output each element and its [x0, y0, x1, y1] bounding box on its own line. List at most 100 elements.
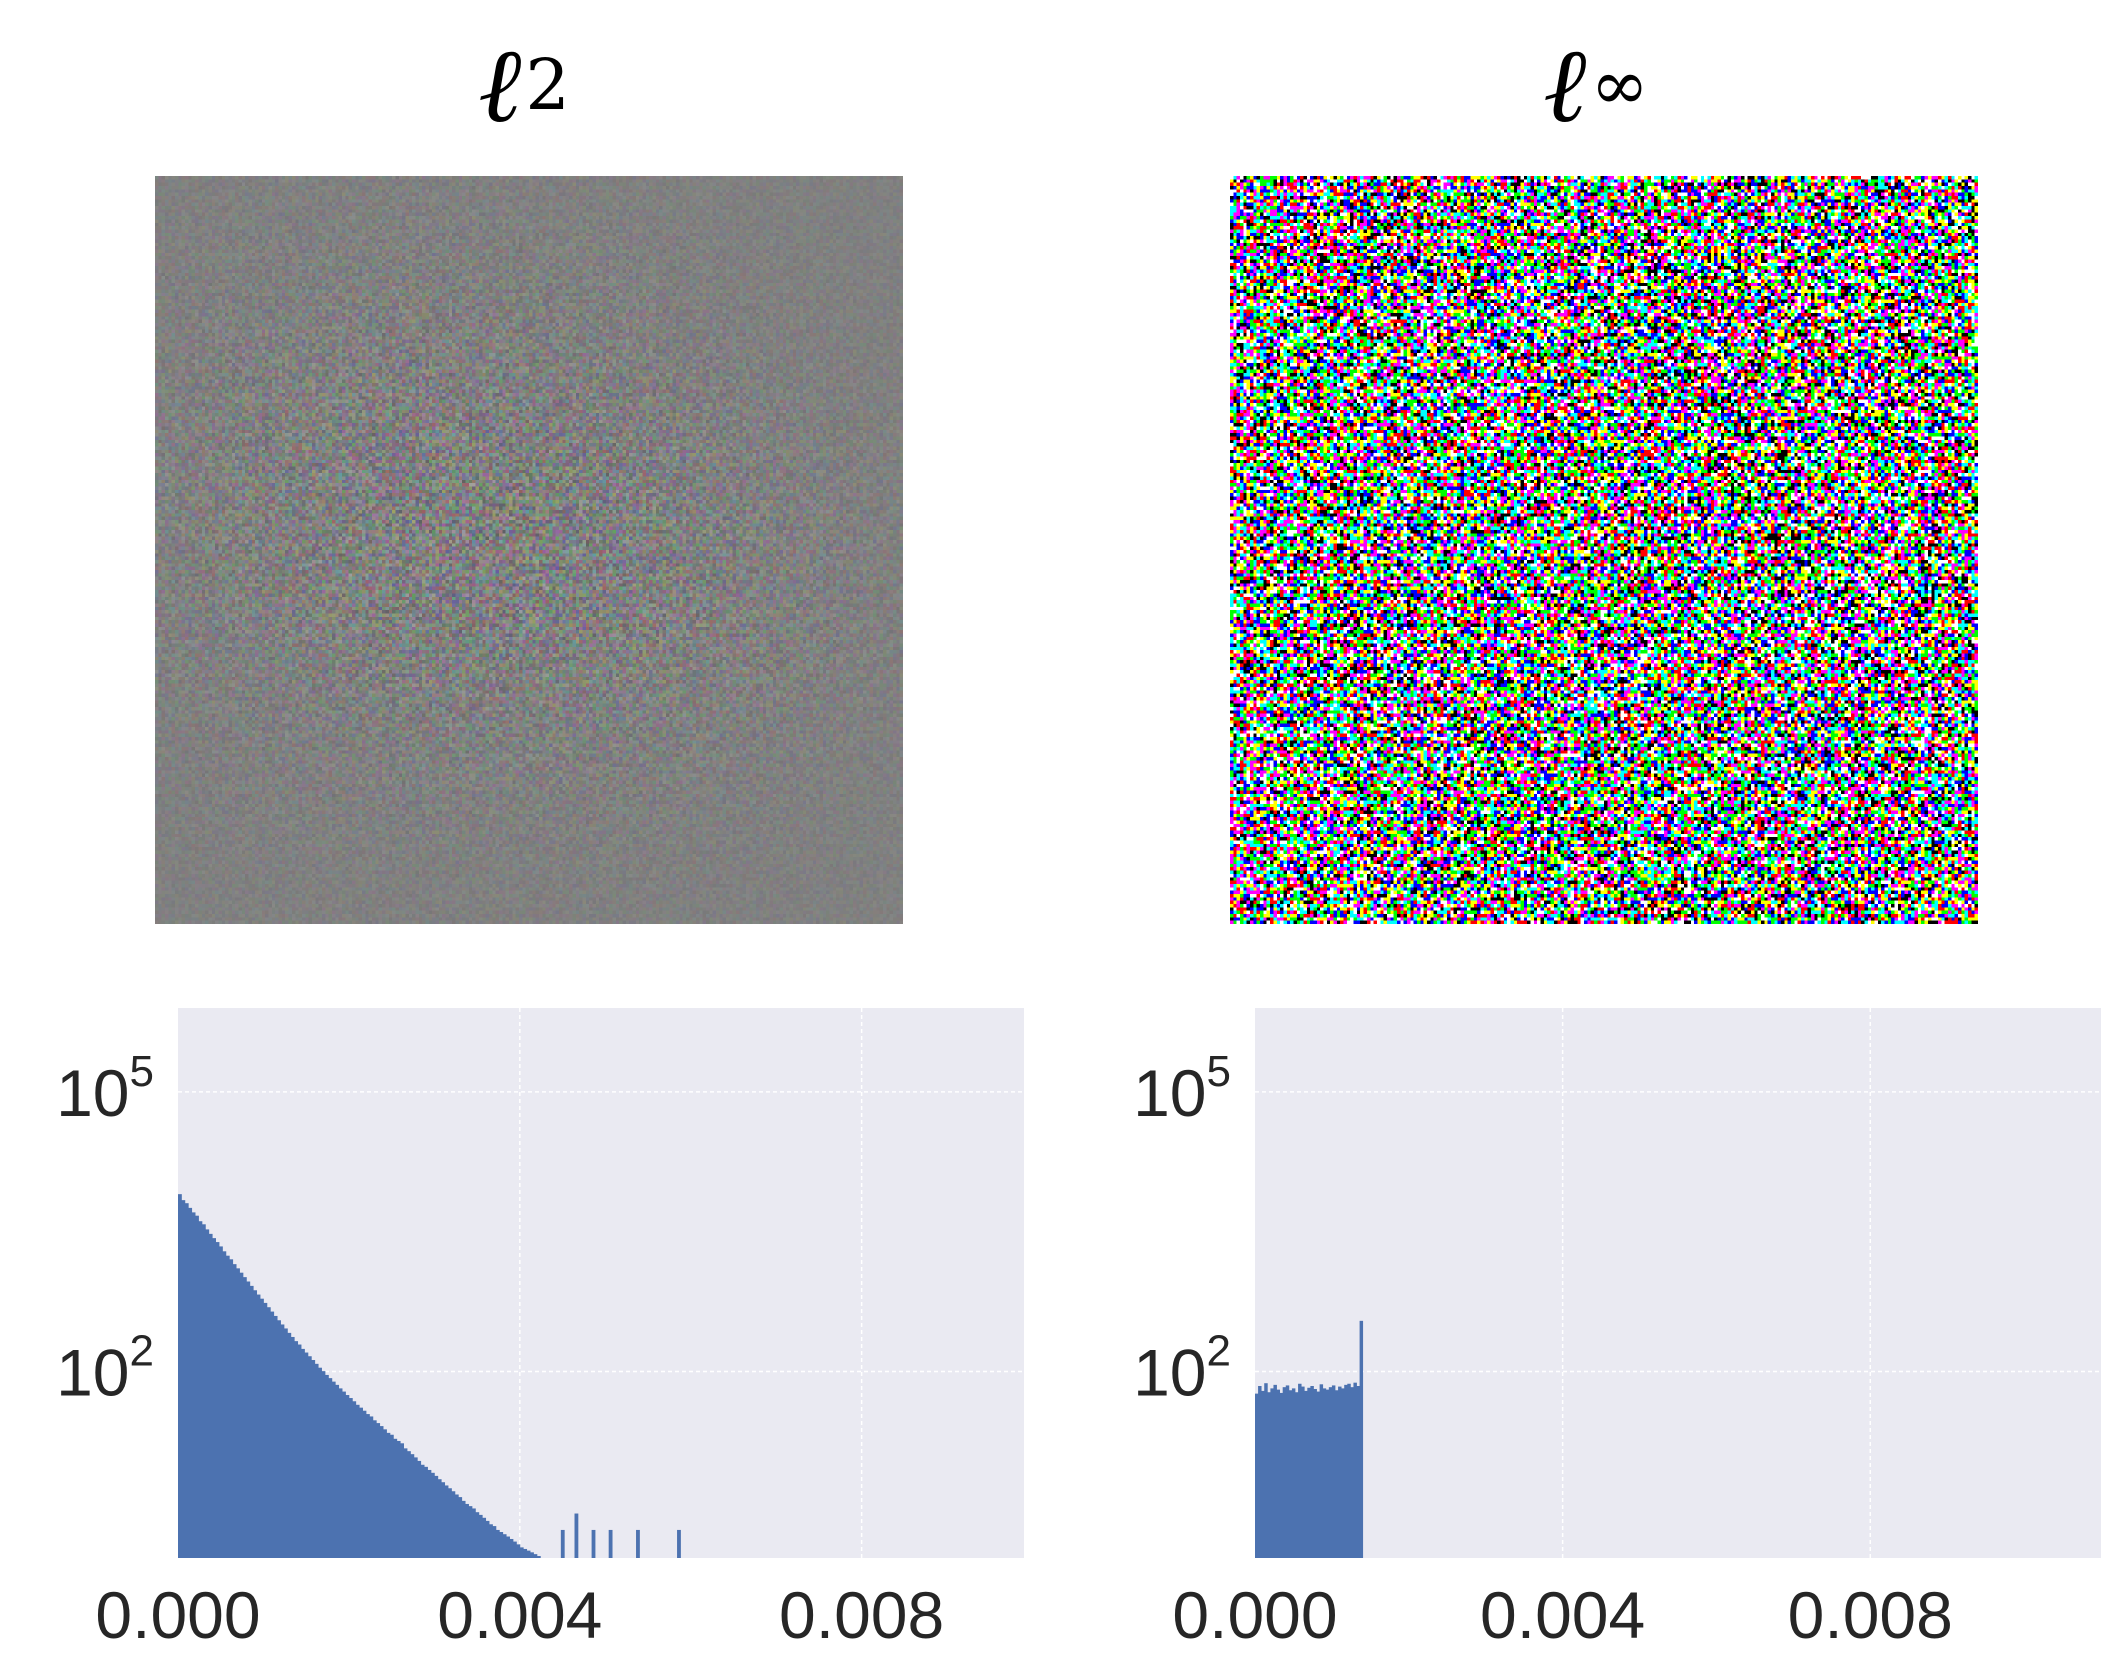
- histogram-bar: [434, 1475, 439, 1558]
- histogram-bar: [1261, 1390, 1265, 1558]
- histogram-bar: [225, 1255, 230, 1558]
- histogram-bar: [1350, 1387, 1354, 1558]
- x-tick-label-linf: 0.004: [1480, 1578, 1645, 1652]
- histogram-bar: [430, 1472, 435, 1558]
- y-tick-exponent: 2: [130, 1327, 154, 1376]
- histogram-bar: [355, 1404, 360, 1558]
- histogram-bar: [389, 1434, 394, 1558]
- histogram-bar: [530, 1552, 534, 1558]
- histogram-bar: [468, 1506, 473, 1558]
- histogram-bar: [574, 1513, 579, 1558]
- y-tick-label-l2: 105: [56, 1047, 154, 1130]
- histogram-bar: [489, 1524, 493, 1558]
- panel-title-linf: ℓ ∞: [1222, 20, 1970, 150]
- histogram-bar: [301, 1348, 305, 1558]
- perturbation-image-l2: [155, 176, 903, 924]
- histogram-bar: [294, 1341, 299, 1558]
- histogram-bar: [328, 1378, 333, 1558]
- histogram-bar: [366, 1414, 370, 1558]
- x-tick-label-linf: 0.008: [1788, 1578, 1953, 1652]
- plot-area-linf: [1255, 1008, 2101, 1558]
- histogram-bar: [376, 1423, 381, 1558]
- histogram-bar: [379, 1426, 384, 1558]
- histogram-bar: [393, 1438, 398, 1558]
- histogram-bar: [413, 1457, 418, 1558]
- histogram-bar: [465, 1503, 469, 1558]
- histogram-bar: [509, 1538, 514, 1558]
- histogram-bar: [1276, 1389, 1281, 1558]
- histogram-bar: [471, 1508, 476, 1558]
- y-tick-label-l2: 102: [56, 1327, 154, 1410]
- histogram-bar: [342, 1391, 346, 1558]
- perturbation-image-linf: [1230, 176, 1978, 924]
- histogram-bar: [1279, 1392, 1284, 1558]
- histogram-bar: [232, 1264, 237, 1558]
- perturbation-canvas-linf: [1230, 176, 1978, 924]
- histogram-bar: [458, 1497, 463, 1558]
- y-tick-label-linf: 102: [1133, 1327, 1231, 1410]
- histogram-bar: [1344, 1384, 1348, 1558]
- histogram-bar: [256, 1294, 261, 1558]
- histogram-bar: [1319, 1384, 1324, 1558]
- histogram-bar: [1334, 1390, 1339, 1558]
- histogram-bar: [270, 1311, 275, 1558]
- histogram-bar: [1288, 1390, 1293, 1558]
- histogram-bar: [314, 1363, 319, 1558]
- histogram-bar: [352, 1401, 357, 1558]
- histogram-bar: [1338, 1386, 1342, 1558]
- histogram-bar: [273, 1315, 278, 1558]
- histogram-bar: [338, 1388, 343, 1558]
- histogram-bar: [536, 1556, 541, 1558]
- histogram-bar: [205, 1229, 210, 1558]
- histogram-bar: [321, 1371, 326, 1558]
- histogram-bar: [1316, 1391, 1321, 1558]
- histogram-bar: [636, 1529, 640, 1558]
- histogram-bar: [475, 1512, 480, 1558]
- histogram-bar: [1258, 1385, 1262, 1558]
- histogram-bar: [208, 1233, 213, 1558]
- histogram-bar: [516, 1544, 521, 1558]
- y-tick-exponent: 2: [1207, 1327, 1231, 1376]
- y-tick-label-linf: 105: [1133, 1047, 1231, 1130]
- histogram-bar: [1347, 1383, 1351, 1558]
- histogram-bar: [403, 1448, 408, 1558]
- histogram-bar: [1255, 1393, 1259, 1558]
- histogram-bar: [461, 1500, 466, 1558]
- title-main-l2: ℓ: [478, 24, 522, 146]
- histogram-bar: [420, 1464, 425, 1558]
- histogram-bar: [236, 1268, 240, 1558]
- histogram-bar: [1291, 1388, 1296, 1558]
- histogram-bar: [195, 1215, 199, 1558]
- histogram-bar: [239, 1272, 244, 1558]
- histogram-bar: [1359, 1320, 1364, 1558]
- y-tick-base: 10: [1133, 1056, 1206, 1130]
- histogram-bar: [506, 1536, 510, 1558]
- histogram-bar: [591, 1529, 596, 1558]
- histogram-bar: [523, 1548, 528, 1558]
- y-tick-base: 10: [56, 1056, 129, 1130]
- x-tick-label-l2: 0.008: [779, 1578, 944, 1652]
- histogram-bar: [1307, 1387, 1311, 1558]
- histogram-bar: [1264, 1383, 1268, 1558]
- histogram-bar: [1267, 1392, 1271, 1558]
- x-tick-label-l2: 0.000: [95, 1578, 260, 1652]
- histogram-bar: [499, 1532, 504, 1558]
- perturbation-canvas-l2: [155, 176, 903, 924]
- histogram-bar: [396, 1440, 401, 1558]
- histogram-bar: [1341, 1388, 1345, 1558]
- histogram-bar: [512, 1541, 517, 1558]
- histogram-bar: [242, 1277, 247, 1558]
- title-sub-linf: ∞: [1590, 44, 1649, 126]
- histogram-bar: [383, 1429, 387, 1558]
- histogram-bar: [191, 1212, 196, 1558]
- histogram-bar: [184, 1203, 189, 1558]
- histogram-bar: [215, 1242, 220, 1558]
- histogram-bar: [318, 1367, 322, 1558]
- histogram-bar: [1353, 1382, 1357, 1558]
- x-tick-label-l2: 0.004: [437, 1578, 602, 1652]
- histogram-bar: [677, 1529, 681, 1558]
- histogram-bar: [1310, 1385, 1314, 1558]
- histogram-bar: [560, 1529, 565, 1558]
- histogram-bar: [533, 1554, 538, 1558]
